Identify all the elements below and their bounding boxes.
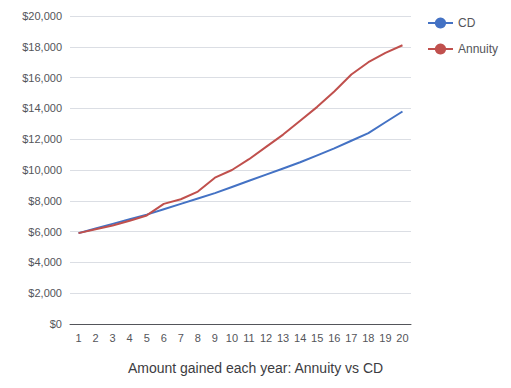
svg-text:$2,000: $2,000 <box>28 287 62 299</box>
svg-text:6: 6 <box>161 332 167 344</box>
svg-text:$0: $0 <box>50 318 62 330</box>
svg-text:7: 7 <box>178 332 184 344</box>
svg-text:17: 17 <box>345 332 357 344</box>
svg-text:Amount gained each year: Annui: Amount gained each year: Annuity vs CD <box>128 360 383 376</box>
svg-text:2: 2 <box>93 332 99 344</box>
svg-text:10: 10 <box>226 332 238 344</box>
svg-text:16: 16 <box>328 332 340 344</box>
svg-text:4: 4 <box>127 332 133 344</box>
svg-text:14: 14 <box>294 332 306 344</box>
svg-text:$8,000: $8,000 <box>28 195 62 207</box>
svg-text:$10,000: $10,000 <box>22 164 62 176</box>
svg-text:$16,000: $16,000 <box>22 72 62 84</box>
svg-text:8: 8 <box>195 332 201 344</box>
svg-text:11: 11 <box>243 332 254 344</box>
svg-text:$14,000: $14,000 <box>22 102 62 114</box>
svg-text:15: 15 <box>311 332 323 344</box>
svg-text:18: 18 <box>362 332 374 344</box>
svg-text:5: 5 <box>144 332 150 344</box>
svg-text:CD: CD <box>458 16 476 30</box>
svg-text:13: 13 <box>277 332 289 344</box>
svg-text:1: 1 <box>75 332 81 344</box>
svg-text:$6,000: $6,000 <box>28 226 62 238</box>
svg-text:$4,000: $4,000 <box>28 256 62 268</box>
svg-text:$20,000: $20,000 <box>22 10 62 22</box>
svg-text:9: 9 <box>212 332 218 344</box>
svg-text:Annuity: Annuity <box>458 42 498 56</box>
svg-text:12: 12 <box>260 332 272 344</box>
svg-text:19: 19 <box>379 332 391 344</box>
svg-text:20: 20 <box>396 332 408 344</box>
svg-text:3: 3 <box>110 332 116 344</box>
svg-text:$18,000: $18,000 <box>22 41 62 53</box>
svg-text:$12,000: $12,000 <box>22 133 62 145</box>
